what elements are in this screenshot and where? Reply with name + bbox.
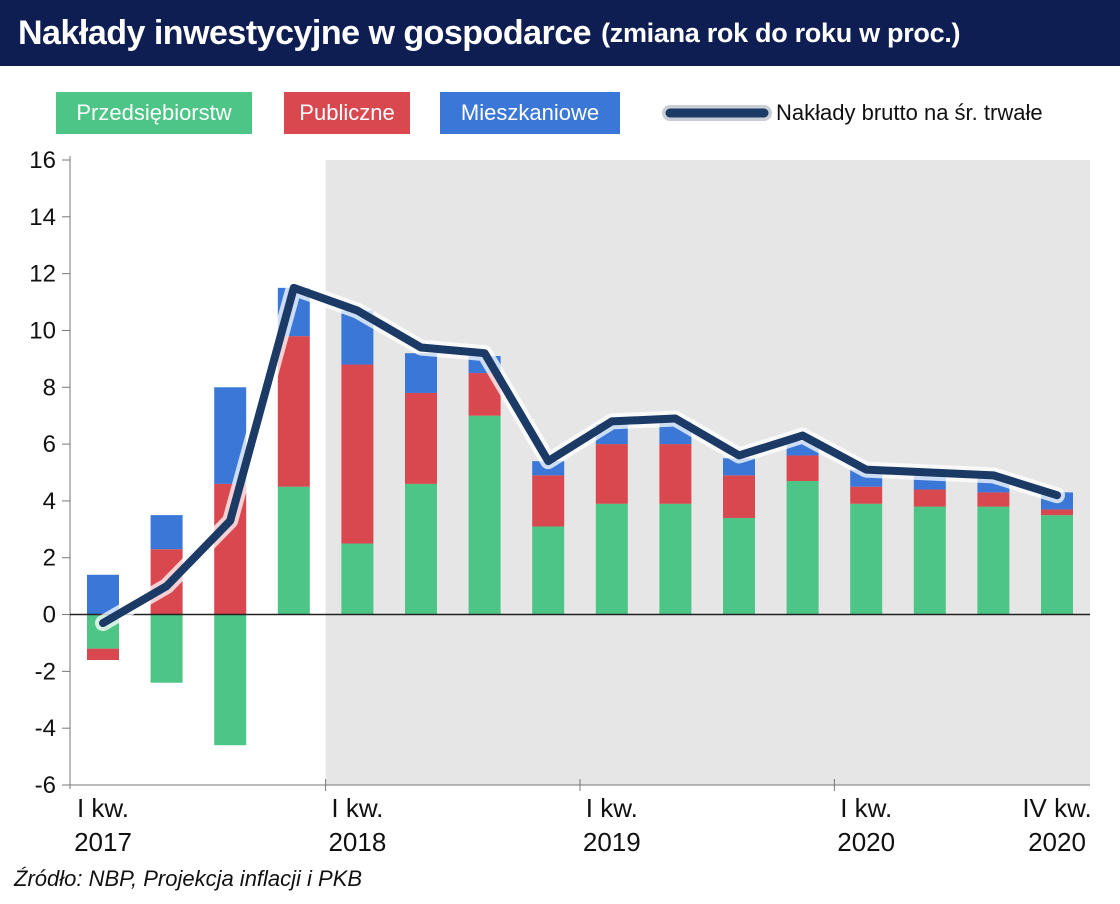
y-tick-label: 4 [43, 488, 56, 515]
y-tick-label: 12 [29, 261, 56, 288]
bar-publiczne [87, 648, 119, 660]
bar-publiczne [341, 364, 374, 544]
legend-line-label: Nakłady brutto na śr. trwałe [776, 100, 1043, 125]
bar-publiczne [723, 475, 755, 518]
x-tick-label-quarter: I kw. [331, 793, 383, 823]
bar-przedsiebiorstw [786, 481, 819, 615]
chart-title: Nakłady inwestycyjne w gospodarce [18, 13, 592, 52]
legend: Przedsiębiorstw Publiczne Mieszkaniowe N… [0, 92, 1120, 136]
x-tick-label-year: 2018 [328, 827, 386, 857]
bar-mieszkaniowe [723, 458, 755, 476]
source-note: Źródło: NBP, Projekcja inflacji i PKB [14, 866, 363, 891]
x-tick-label-year: 2019 [583, 827, 641, 857]
bar-przedsiebiorstw [532, 526, 565, 615]
x-tick-label-quarter: I kw. [586, 793, 638, 823]
legend-mieszkaniowe: Mieszkaniowe [440, 92, 620, 134]
legend-przedsiebiorstw: Przedsiębiorstw [56, 92, 252, 134]
bar-przedsiebiorstw [150, 614, 183, 683]
legend-publiczne: Publiczne [284, 92, 410, 134]
x-tick-label-year: 2020 [1028, 827, 1086, 857]
bar-publiczne [405, 392, 437, 484]
bar-publiczne [659, 444, 692, 504]
bar-publiczne [532, 475, 565, 527]
bar-przedsiebiorstw [468, 415, 501, 615]
y-tick-label: 6 [43, 431, 56, 458]
y-tick-label: -2 [35, 658, 56, 685]
chart-subtitle: (zmiana rok do roku w proc.) [601, 17, 961, 48]
bar-mieszkaniowe [405, 353, 437, 393]
y-tick-label: 2 [43, 545, 56, 572]
bar-przedsiebiorstw [977, 506, 1010, 615]
bar-publiczne [595, 444, 628, 504]
y-tick-label: 14 [29, 204, 56, 231]
bar-publiczne [786, 455, 819, 482]
bar-przedsiebiorstw [405, 483, 437, 615]
y-tick-label: -4 [35, 715, 56, 742]
x-tick-label-year: 2017 [74, 827, 132, 857]
bar-publiczne [1041, 509, 1073, 516]
bar-przedsiebiorstw [277, 486, 310, 615]
x-tick-label-quarter: IV kw. [1022, 793, 1091, 823]
bar-publiczne [977, 492, 1010, 507]
bar-przedsiebiorstw [341, 543, 374, 615]
x-tick-label-quarter: I kw. [840, 793, 892, 823]
bar-przedsiebiorstw [1041, 515, 1073, 615]
bar-mieszkaniowe [150, 515, 183, 550]
y-tick-label: -6 [35, 772, 56, 799]
bar-przedsiebiorstw [214, 614, 247, 746]
bar-publiczne [850, 486, 883, 504]
bar-przedsiebiorstw [850, 503, 883, 615]
title-bar: Nakłady inwestycyjne w gospodarce (zmian… [0, 0, 1120, 66]
y-tick-label: 8 [43, 374, 56, 401]
legend-line-swatch [662, 105, 772, 121]
x-tick-label-quarter: I kw. [77, 793, 129, 823]
line-naklady-brutto [99, 283, 1061, 628]
x-tick-label-year: 2020 [837, 827, 895, 857]
bar-przedsiebiorstw [659, 503, 692, 615]
bar-publiczne [277, 336, 310, 487]
y-tick-label: 10 [29, 317, 56, 344]
bar-przedsiebiorstw [723, 517, 755, 615]
bar-przedsiebiorstw [595, 503, 628, 615]
bar-publiczne [913, 489, 946, 507]
y-tick-label: 16 [29, 147, 56, 174]
bar-przedsiebiorstw [913, 506, 946, 615]
y-tick-label: 0 [43, 602, 56, 629]
